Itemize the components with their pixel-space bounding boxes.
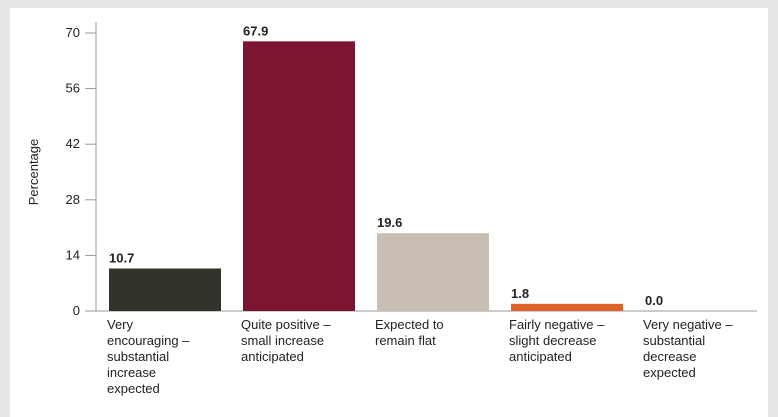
y-tick-label: 28	[66, 192, 80, 207]
x-tick-label: Very encouraging – substantial increase expe…	[107, 317, 190, 396]
data-label: 0.0	[645, 293, 663, 308]
y-tick-label: 0	[73, 303, 80, 318]
bar	[377, 233, 489, 311]
y-tick-label: 56	[66, 81, 80, 96]
bar	[109, 268, 221, 311]
y-tick-label: 14	[66, 247, 80, 262]
bar	[243, 41, 355, 312]
panel	[10, 8, 768, 417]
y-tick-label: 70	[66, 25, 80, 40]
x-tick-label: Very negative – substantial decrease expect…	[643, 317, 733, 380]
y-axis-label: Percentage	[26, 139, 41, 206]
x-tick-label: Fairly negative – slight decrease anticipa…	[509, 317, 605, 364]
x-tick-label: Quite positive – small increase anticipate…	[241, 317, 331, 364]
data-label: 10.7	[109, 251, 134, 266]
data-label: 19.6	[377, 215, 402, 230]
bar	[511, 303, 623, 311]
y-tick-label: 42	[66, 136, 80, 151]
x-tick-label: Expected to remain flat	[375, 317, 444, 348]
data-label: 67.9	[243, 23, 268, 38]
data-label: 1.8	[511, 286, 529, 301]
